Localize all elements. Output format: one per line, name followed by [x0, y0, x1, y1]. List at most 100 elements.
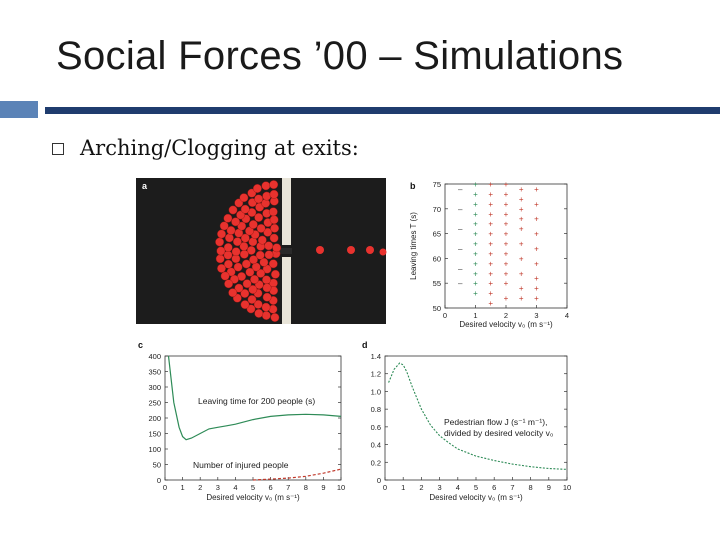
- pedestrian-dot: [241, 259, 251, 269]
- leaving-time-point: +: [504, 220, 509, 229]
- pedestrian-dot: [217, 263, 226, 273]
- pedestrian-dot: [255, 250, 265, 260]
- pedestrian-dot: [272, 243, 282, 253]
- pedestrian-dot: [215, 254, 225, 264]
- x-tick-label: 9: [547, 483, 551, 492]
- leaving-time-point: +: [519, 225, 524, 234]
- escaping-pedestrian: [379, 248, 387, 256]
- x-tick-label: 8: [304, 483, 308, 492]
- leaving-time-point: +: [473, 210, 478, 219]
- leaving-time-point: +: [488, 269, 493, 278]
- x-tick-label: 5: [251, 483, 255, 492]
- y-tick-label: 200: [148, 414, 161, 423]
- x-tick-label: 2: [504, 311, 508, 320]
- leaving-time-point: +: [504, 200, 509, 209]
- y-tick-label: 0: [157, 476, 161, 485]
- x-tick-label: 1: [401, 483, 405, 492]
- square-bullet-icon: [52, 143, 64, 155]
- leaving-time-point: +: [504, 294, 509, 303]
- x-tick-label: 0: [163, 483, 167, 492]
- x-tick-label: 8: [529, 483, 533, 492]
- leaving-time-point: +: [473, 180, 478, 189]
- pedestrian-dot: [248, 220, 258, 229]
- x-tick-label: 3: [534, 311, 538, 320]
- pedestrian-dot: [231, 247, 241, 257]
- y-tick-label: 50: [153, 461, 161, 470]
- y-tick-label: 50: [433, 304, 441, 313]
- x-tick-label: 6: [269, 483, 273, 492]
- injured-people-line: [252, 468, 342, 481]
- leaving-time-point: +: [473, 220, 478, 229]
- panel-a: a: [136, 178, 387, 324]
- panel-b-points: ––––––++++++++++++++++++++++++++++++++++…: [458, 180, 539, 308]
- pedestrian-dot: [261, 181, 271, 191]
- leaving-time-point: +: [473, 269, 478, 278]
- pedestrian-dot: [262, 283, 272, 293]
- pedestrian-dot: [264, 241, 274, 251]
- panel-c-xlabel: Desired velocity v₀ (m s⁻¹): [206, 493, 300, 502]
- pedestrian-dot: [269, 189, 279, 199]
- y-tick-label: 1.0: [371, 387, 381, 396]
- pedestrian-dot: [232, 237, 242, 247]
- leaving-time-point: +: [473, 190, 478, 199]
- pedestrian-dot: [223, 259, 233, 269]
- y-tick-label: 0.8: [371, 405, 381, 414]
- leaving-time-point: +: [473, 230, 478, 239]
- y-tick-label: 350: [148, 368, 161, 377]
- panel-d-annotation-2: divided by desired velocity v₀: [444, 428, 554, 438]
- leaving-time-point: +: [488, 289, 493, 298]
- pedestrian-dot: [240, 300, 250, 309]
- pedestrian-dot: [262, 275, 271, 285]
- pedestrian-dot: [269, 215, 279, 225]
- leaving-time-point: +: [488, 190, 493, 199]
- y-tick-label: 0.2: [371, 458, 381, 467]
- pedestrian-dot: [224, 279, 234, 289]
- pedestrian-dot: [262, 191, 272, 201]
- leaving-time-point: +: [504, 259, 509, 268]
- leaving-time-point: +: [504, 249, 509, 258]
- leaving-time-point: +: [519, 240, 524, 249]
- pedestrian-dot: [268, 259, 278, 269]
- pedestrian-dot: [228, 205, 238, 215]
- leaving-time-point: –: [458, 225, 463, 234]
- pedestrian-dot: [231, 217, 241, 227]
- x-tick-label: 7: [510, 483, 514, 492]
- panel-d-y-ticks: 0 0.2 0.4 0.6 0.8 1.0 1.2 1.4: [371, 352, 567, 485]
- pedestrian-dot: [250, 274, 259, 284]
- bullet-text: Arching/Clogging at exits:: [80, 136, 359, 160]
- pedestrian-dot: [253, 299, 263, 309]
- pedestrian-dot: [257, 235, 267, 245]
- pedestrian-dot: [229, 274, 239, 284]
- leaving-time-point: +: [534, 244, 539, 253]
- panel-b-y-ticks: 50 55 60 65 70 75: [433, 180, 567, 313]
- y-tick-label: 300: [148, 383, 161, 392]
- pedestrian-dot: [220, 271, 230, 281]
- x-tick-label: 1: [181, 483, 185, 492]
- pedestrian-dot: [270, 269, 280, 279]
- pedestrian-dot: [256, 223, 266, 233]
- leaving-time-point: +: [488, 230, 493, 239]
- x-tick-label: 4: [565, 311, 569, 320]
- leaving-time-point: +: [504, 269, 509, 278]
- pedestrian-dot: [216, 246, 226, 256]
- pedestrian-dot: [254, 308, 264, 318]
- leaving-time-point: +: [504, 180, 509, 189]
- pedestrian-dot: [269, 233, 279, 243]
- leaving-time-point: +: [488, 220, 493, 229]
- panel-a-label: a: [142, 181, 148, 191]
- pedestrian-dot: [245, 267, 255, 277]
- pedestrian-dot: [245, 226, 254, 236]
- leaving-time-point: +: [534, 259, 539, 268]
- leaving-time-point: +: [534, 200, 539, 209]
- panel-b-x-ticks: 0 1 2 3 4: [443, 305, 569, 320]
- y-tick-label: 0.6: [371, 423, 381, 432]
- escaping-pedestrian: [347, 246, 355, 254]
- pedestrian-dot: [242, 279, 252, 289]
- panel-c-y-ticks: 0 50 100 150 200 250 300 350 400: [148, 352, 341, 485]
- leaving-time-point: +: [488, 200, 493, 209]
- panel-b-ylabel: Leaving times T (s): [409, 212, 418, 280]
- leaving-time-point: –: [458, 264, 463, 273]
- x-tick-label: 4: [456, 483, 460, 492]
- pedestrian-dot: [269, 180, 279, 190]
